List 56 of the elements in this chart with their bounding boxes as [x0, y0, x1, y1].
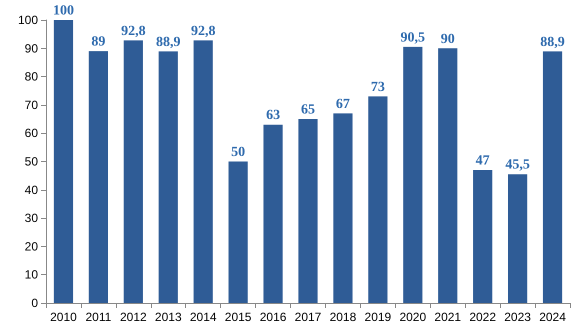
data-label: 50 [231, 145, 246, 160]
bar [473, 170, 492, 303]
x-tick-label: 2014 [190, 310, 217, 324]
y-tick-label: 30 [24, 211, 38, 226]
bar [298, 119, 318, 303]
data-label: 88,9 [540, 34, 565, 50]
x-tick-label: 2010 [50, 310, 78, 324]
x-tick-label: 2012 [120, 310, 148, 324]
bar [403, 46, 422, 303]
data-label: 100 [52, 4, 74, 18]
x-tick-label: 2021 [434, 310, 462, 324]
x-tick-label: 2019 [364, 310, 392, 324]
bar [158, 51, 178, 303]
data-label: 92,8 [190, 24, 216, 39]
bar [228, 162, 248, 303]
x-tick-label: 2017 [294, 310, 322, 324]
data-label: 90,5 [400, 30, 426, 46]
y-tick-label: 20 [24, 239, 38, 254]
y-tick-label: 60 [24, 126, 38, 140]
x-tick-label: 2013 [154, 310, 182, 324]
x-tick-label: 2022 [469, 310, 496, 324]
bar [194, 40, 213, 303]
bar [88, 51, 108, 303]
y-tick-label: 0 [31, 296, 38, 310]
bar [124, 40, 143, 303]
y-tick-label: 70 [24, 98, 38, 112]
x-tick-label: 2011 [85, 310, 112, 324]
x-tick-label: 2024 [539, 310, 566, 324]
y-tick-label: 10 [24, 268, 38, 282]
data-label: 65 [301, 102, 315, 118]
y-tick-label: 100 [18, 13, 38, 27]
bar [438, 48, 458, 303]
bar [263, 124, 283, 303]
x-tick-label: 2020 [399, 310, 426, 324]
x-tick-label: 2018 [330, 310, 357, 324]
bar [54, 20, 74, 303]
y-tick-label: 40 [24, 182, 38, 197]
data-label: 73 [370, 80, 385, 95]
bar [508, 174, 528, 303]
data-label: 88,9 [156, 34, 181, 50]
data-label: 89 [91, 34, 106, 50]
bar [333, 113, 353, 303]
data-label: 63 [266, 108, 280, 124]
bar [542, 51, 562, 303]
data-label: 47 [476, 153, 490, 168]
data-label: 67 [336, 96, 350, 112]
data-label: 90 [440, 32, 455, 47]
data-label: 92,8 [121, 24, 146, 39]
x-tick-label: 2015 [224, 310, 252, 324]
data-label: 45,5 [505, 158, 530, 173]
bar [368, 96, 388, 303]
x-tick-label: 2023 [504, 310, 532, 324]
x-tick-label: 2016 [260, 310, 287, 324]
y-tick-label: 90 [24, 41, 38, 56]
y-tick-label: 50 [24, 154, 38, 168]
y-tick-label: 80 [24, 70, 38, 84]
